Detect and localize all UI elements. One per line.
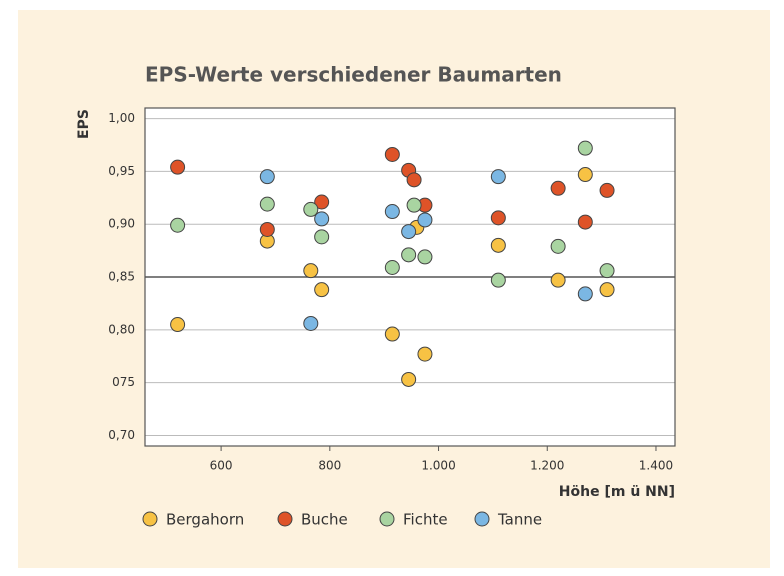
legend-marker (474, 511, 490, 527)
point (170, 217, 186, 233)
point (406, 197, 422, 213)
point (401, 371, 417, 387)
point (314, 194, 330, 210)
point (599, 182, 615, 198)
x-tick-label: 600 (210, 459, 233, 473)
legend-label: Bergahorn (166, 511, 244, 529)
point (384, 146, 400, 162)
point (417, 346, 433, 362)
point (259, 169, 275, 185)
point (550, 272, 566, 288)
y-tick-label: 0,85 (108, 270, 135, 284)
point (417, 249, 433, 265)
point (490, 237, 506, 253)
plot-frame (144, 107, 676, 447)
legend-label: Tanne (497, 511, 542, 529)
x-tick-label: 1.000 (421, 459, 455, 473)
point (401, 247, 417, 263)
point (417, 212, 433, 228)
point (303, 315, 319, 331)
y-tick-label: 0,80 (108, 322, 135, 336)
point (303, 263, 319, 279)
y-tick-label: 0,90 (108, 217, 135, 231)
x-tick-label: 800 (318, 459, 341, 473)
y-tick-label: 0,95 (108, 164, 135, 178)
point (401, 224, 417, 240)
point (384, 204, 400, 220)
legend-marker (142, 511, 158, 527)
point (577, 286, 593, 302)
legend-label: Buche (301, 511, 348, 529)
legend-label: Fichte (403, 511, 448, 529)
point (259, 196, 275, 212)
legend-marker (277, 511, 293, 527)
point (314, 211, 330, 227)
chart-title: EPS-Werte verschiedener Baumarten (145, 63, 562, 87)
point (490, 272, 506, 288)
point (259, 221, 275, 237)
x-axis-label: Höhe [m ü NN] (559, 484, 675, 500)
point (384, 259, 400, 275)
point (550, 180, 566, 196)
point (170, 317, 186, 333)
y-axis-label: EPS (76, 109, 92, 139)
x-tick-label: 1.400 (639, 459, 673, 473)
x-tick-label: 1.200 (530, 459, 564, 473)
point (577, 140, 593, 156)
point (314, 229, 330, 245)
point (577, 167, 593, 183)
point (490, 210, 506, 226)
point (577, 214, 593, 230)
legend-marker (379, 511, 395, 527)
point (599, 263, 615, 279)
point (406, 172, 422, 188)
point (599, 282, 615, 298)
point (303, 201, 319, 217)
point (550, 238, 566, 254)
y-tick-label: 1,00 (108, 111, 135, 125)
point (490, 169, 506, 185)
point (384, 326, 400, 342)
y-tick-label: 075 (112, 375, 135, 389)
point (170, 159, 186, 175)
point (314, 282, 330, 298)
y-tick-label: 0,70 (108, 428, 135, 442)
